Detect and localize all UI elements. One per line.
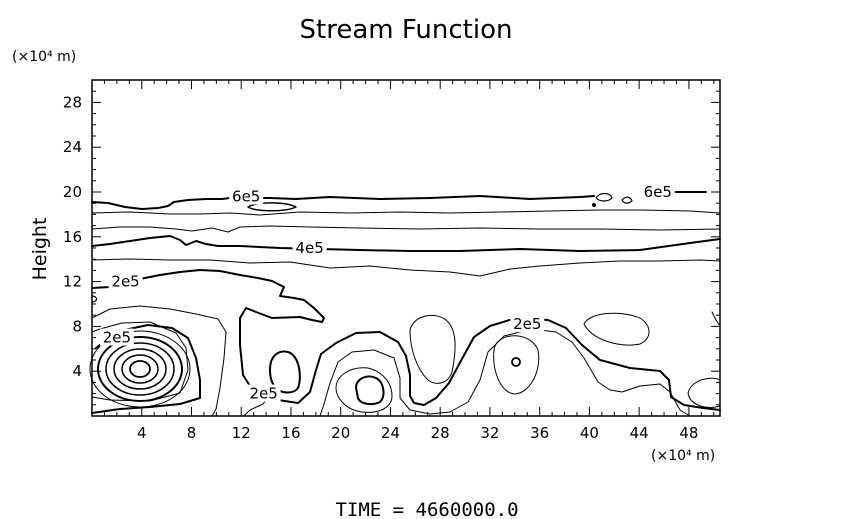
y-tick-label: 24 — [63, 138, 82, 156]
contour-eddy-34 — [511, 357, 521, 367]
contour-ring-3 — [105, 342, 175, 396]
x-tick-label: 16 — [281, 424, 300, 442]
contour-label: 4e5 — [295, 239, 323, 257]
contour-thin-j — [335, 367, 393, 413]
x-tick-label: 44 — [630, 424, 649, 442]
contour-label: 6e5 — [232, 187, 260, 205]
contour-6e5-dot — [592, 203, 596, 207]
contour-label-bg — [292, 239, 327, 256]
y-tick-label: 8 — [72, 317, 82, 335]
contour-thin-i — [493, 335, 540, 395]
contour-2e5-main — [91, 269, 721, 411]
y-axis-label: Height — [29, 218, 51, 281]
contour-label: 2e5 — [111, 273, 139, 291]
contour-label-bg — [640, 183, 675, 200]
contour-6e5-bump — [595, 192, 613, 202]
x-tick-label: 24 — [381, 424, 400, 442]
y-tick-label: 20 — [63, 183, 82, 201]
contour-thin-k — [687, 377, 721, 408]
contour-ring-4 — [113, 348, 167, 390]
x-tick-label: 36 — [530, 424, 549, 442]
y-tick-label: 4 — [72, 362, 82, 380]
plot-frame — [91, 79, 721, 417]
contour-label-bg — [229, 187, 264, 205]
contour-lines — [89, 191, 721, 417]
contour-thin-a — [91, 209, 721, 216]
contour-label: 2e5 — [249, 385, 277, 403]
contour-label-bg — [510, 315, 545, 333]
x-tick-label: 4 — [137, 424, 147, 442]
contour-eddy-16 — [269, 350, 301, 394]
x-tick-label: 12 — [232, 424, 251, 442]
contour-label: 2e5 — [513, 315, 541, 333]
y-tick-label: 28 — [63, 93, 82, 111]
contour-label-bg — [99, 328, 134, 346]
contour-ring-1 — [89, 330, 191, 408]
x-tick-label: 28 — [431, 424, 450, 442]
contour-thin-d — [91, 305, 227, 417]
y-tick-label: 16 — [63, 228, 82, 246]
contour-thin-b — [91, 225, 721, 233]
contour-thin-g — [409, 314, 456, 384]
contour-ring-6 — [129, 360, 151, 378]
contour-label-bg — [246, 384, 281, 402]
contour-label: 2e5 — [103, 329, 131, 347]
chart-title: Stream Function — [300, 15, 513, 45]
contour-ring-2 — [97, 336, 183, 402]
contour-label-group: 6e5 6e5 4e5 2e5 2e5 2e5 2e5 — [99, 183, 675, 403]
contour-label-bg — [108, 272, 143, 290]
axis-ticks — [92, 80, 720, 416]
y-unit-label: (×10⁴ m) — [12, 49, 76, 65]
contour-thin-f — [319, 328, 691, 417]
contour-thin-h — [583, 312, 650, 346]
y-tick-label: 12 — [63, 273, 82, 291]
contour-6e5-upper — [91, 195, 595, 210]
contour-label: 6e5 — [644, 183, 672, 201]
contour-thin-c — [91, 258, 721, 277]
contour-thin-l — [711, 311, 721, 327]
x-tick-label: 20 — [331, 424, 350, 442]
time-footer: TIME = 4660000.0 — [335, 499, 518, 519]
x-unit-label: (×10⁴ m) — [651, 448, 715, 464]
x-tick-label: 48 — [679, 424, 698, 442]
x-tick-label: 40 — [580, 424, 599, 442]
contour-eddy-22 — [355, 375, 385, 406]
contour-left-edge — [91, 295, 98, 303]
x-tick-label: 8 — [187, 424, 197, 442]
contour-6e5-bump2 — [621, 196, 633, 204]
contour-ring-5 — [121, 354, 159, 384]
x-tick-label: 32 — [480, 424, 499, 442]
contour-4e5 — [91, 235, 721, 252]
